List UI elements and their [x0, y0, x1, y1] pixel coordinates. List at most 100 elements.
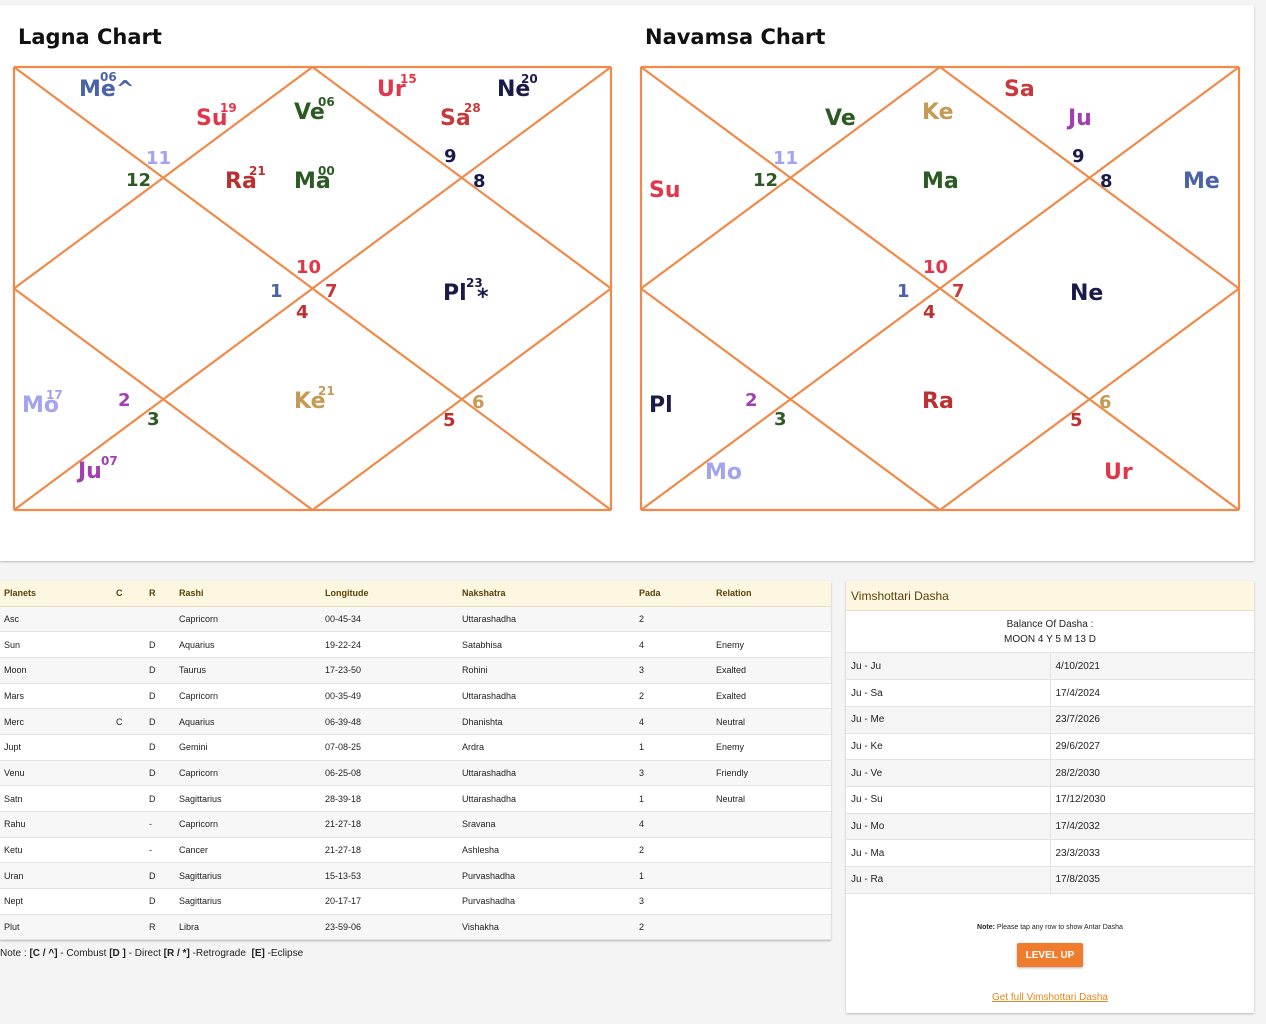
- planet-cell: Ardra: [458, 734, 635, 761]
- dasha-row[interactable]: Ju - Ra 17/8/2035: [846, 866, 1254, 894]
- dasha-period: Ju - Me: [846, 706, 1050, 734]
- planet-cell: [712, 914, 831, 941]
- dasha-date: 4/10/2021: [1049, 653, 1254, 681]
- planet-cell: [112, 657, 145, 684]
- planet-cell: Rahu: [0, 811, 112, 838]
- planet-cell: Uttarashadha: [458, 606, 635, 633]
- planet-cell: 17-23-50: [321, 657, 458, 684]
- dasha-date: 29/6/2027: [1049, 733, 1254, 761]
- planet-cell: 06-25-08: [321, 760, 458, 787]
- dasha-row[interactable]: Ju - Mo 17/4/2032: [846, 813, 1254, 841]
- planet-cell: 3: [635, 657, 712, 684]
- legend-text-eclipse: -Eclipse: [264, 948, 304, 959]
- navamsa-chart-title: Navamsa Chart: [645, 25, 826, 49]
- planet-cell: 2: [635, 914, 712, 941]
- planet-cell: Purvashadha: [458, 862, 635, 890]
- dasha-row[interactable]: Ju - Ke 29/6/2027: [846, 733, 1254, 761]
- legend-note: Note : [C / ^] - Combust [D ] - Direct […: [0, 948, 303, 959]
- planet-cell: [112, 734, 145, 761]
- dasha-row[interactable]: Ju - Sa 17/4/2024: [846, 679, 1254, 707]
- planet-cell: 1: [635, 785, 712, 812]
- col-longitude: Longitude: [321, 581, 458, 607]
- dasha-period: Ju - Ra: [846, 866, 1050, 894]
- planet-cell: Enemy: [712, 734, 831, 761]
- dasha-date: 17/8/2035: [1049, 866, 1254, 894]
- planet-row: Mars D Capricorn 00-35-49 Uttarashadha 2 Exalt…: [0, 683, 831, 710]
- dasha-row[interactable]: Ju - Ve 28/2/2030: [846, 759, 1254, 787]
- note-bold: Note:: [977, 924, 995, 931]
- planet-cell: D: [145, 862, 175, 890]
- planet-cell: Enemy: [712, 631, 831, 658]
- legend-key-direct: [D ]: [109, 948, 126, 959]
- planet-cell: Uran: [0, 862, 112, 890]
- dasha-period: Ju - Ke: [846, 733, 1050, 761]
- note-text: Please tap any row to show Antar Dasha: [994, 924, 1123, 931]
- dasha-date: 17/12/2030: [1049, 786, 1254, 814]
- balance-of-dasha: Balance Of Dasha : MOON 4 Y 5 M 13 D: [846, 611, 1254, 653]
- planet-cell: 06-39-48: [321, 708, 458, 735]
- planet-cell: 1: [635, 862, 712, 890]
- legend-text-combust: - Combust: [57, 948, 110, 959]
- dasha-row[interactable]: Ju - Ma 23/3/2033: [846, 839, 1254, 867]
- planet-cell: 3: [635, 888, 712, 915]
- planet-row: Nept D Sagittarius 20-17-17 Purvashadha 3: [0, 888, 831, 915]
- legend-prefix: Note :: [0, 948, 30, 959]
- planet-cell: 2: [635, 837, 712, 864]
- planet-cell: D: [145, 683, 175, 710]
- planet-cell: D: [145, 785, 175, 812]
- planet-cell: Uttarashadha: [458, 683, 635, 710]
- col-relation: Relation: [712, 581, 831, 607]
- planet-row: Jupt D Gemini 07-08-25 Ardra 1 Enemy: [0, 734, 831, 761]
- planet-cell: Plut: [0, 914, 112, 941]
- planets-table: Planets C R Rashi Longitude Nakshatra Pa…: [0, 581, 831, 941]
- planet-cell: Nept: [0, 888, 112, 915]
- dasha-table: Ju - Ju 4/10/2021 Ju - Sa 17/4/2024 Ju - Me 2…: [846, 653, 1254, 894]
- level-up-button[interactable]: LEVEL UP: [1017, 943, 1083, 967]
- planet-cell: 00-45-34: [321, 606, 458, 633]
- planet-cell: [112, 760, 145, 787]
- dasha-period: Ju - Su: [846, 786, 1050, 814]
- planet-cell: 4: [635, 811, 712, 838]
- planet-cell: 1: [635, 734, 712, 761]
- planet-cell: Gemini: [175, 734, 321, 761]
- planet-cell: [112, 811, 145, 838]
- dasha-date: 28/2/2030: [1049, 759, 1254, 787]
- planet-row: Plut R Libra 23-59-06 Vishakha 2: [0, 914, 831, 941]
- dasha-row[interactable]: Ju - Me 23/7/2026: [846, 706, 1254, 734]
- planet-cell: [712, 888, 831, 915]
- legend-key-eclipse: [E]: [251, 948, 265, 959]
- planet-cell: Libra: [175, 914, 321, 941]
- planet-cell: [712, 862, 831, 890]
- full-dasha-link[interactable]: Get full Vimshottari Dasha: [992, 992, 1108, 1003]
- planet-row: Rahu - Capricorn 21-27-18 Sravana 4: [0, 811, 831, 838]
- planet-cell: 2: [635, 683, 712, 710]
- planet-cell: 3: [635, 760, 712, 787]
- antar-dasha-note: Note: Please tap any row to show Antar D…: [846, 924, 1254, 931]
- dasha-row[interactable]: Ju - Ju 4/10/2021: [846, 653, 1254, 681]
- planet-row: Sun D Aquarius 19-22-24 Satabhisa 4 Enemy: [0, 631, 831, 658]
- planet-cell: [712, 606, 831, 633]
- col-pada: Pada: [635, 581, 712, 607]
- balance-label: Balance Of Dasha :: [1006, 619, 1094, 630]
- planet-cell: [112, 862, 145, 890]
- vimshottari-dasha-card: Vimshottari Dasha Balance Of Dasha : MOO…: [846, 581, 1254, 1013]
- planet-cell: Moon: [0, 657, 112, 684]
- dasha-date: 23/3/2033: [1049, 839, 1254, 867]
- dasha-row[interactable]: Ju - Su 17/12/2030: [846, 786, 1254, 814]
- planet-cell: [145, 606, 175, 633]
- planet-cell: [712, 811, 831, 838]
- planet-cell: Satabhisa: [458, 631, 635, 658]
- planet-row: Merc C D Aquarius 06-39-48 Dhanishta 4 Neutral: [0, 708, 831, 735]
- planet-cell: R: [145, 914, 175, 941]
- planet-cell: Sun: [0, 631, 112, 658]
- planet-cell: Uttarashadha: [458, 760, 635, 787]
- planet-cell: [712, 837, 831, 864]
- planet-cell: 4: [635, 631, 712, 658]
- planet-row: Ketu - Cancer 21-27-18 Ashlesha 2: [0, 837, 831, 864]
- planet-cell: 21-27-18: [321, 837, 458, 864]
- planet-cell: Exalted: [712, 657, 831, 684]
- planet-cell: 19-22-24: [321, 631, 458, 658]
- planet-row: Satn D Sagittarius 28-39-18 Uttarashadha 1 Neu…: [0, 785, 831, 812]
- dasha-period: Ju - Sa: [846, 679, 1050, 707]
- planet-cell: Exalted: [712, 683, 831, 710]
